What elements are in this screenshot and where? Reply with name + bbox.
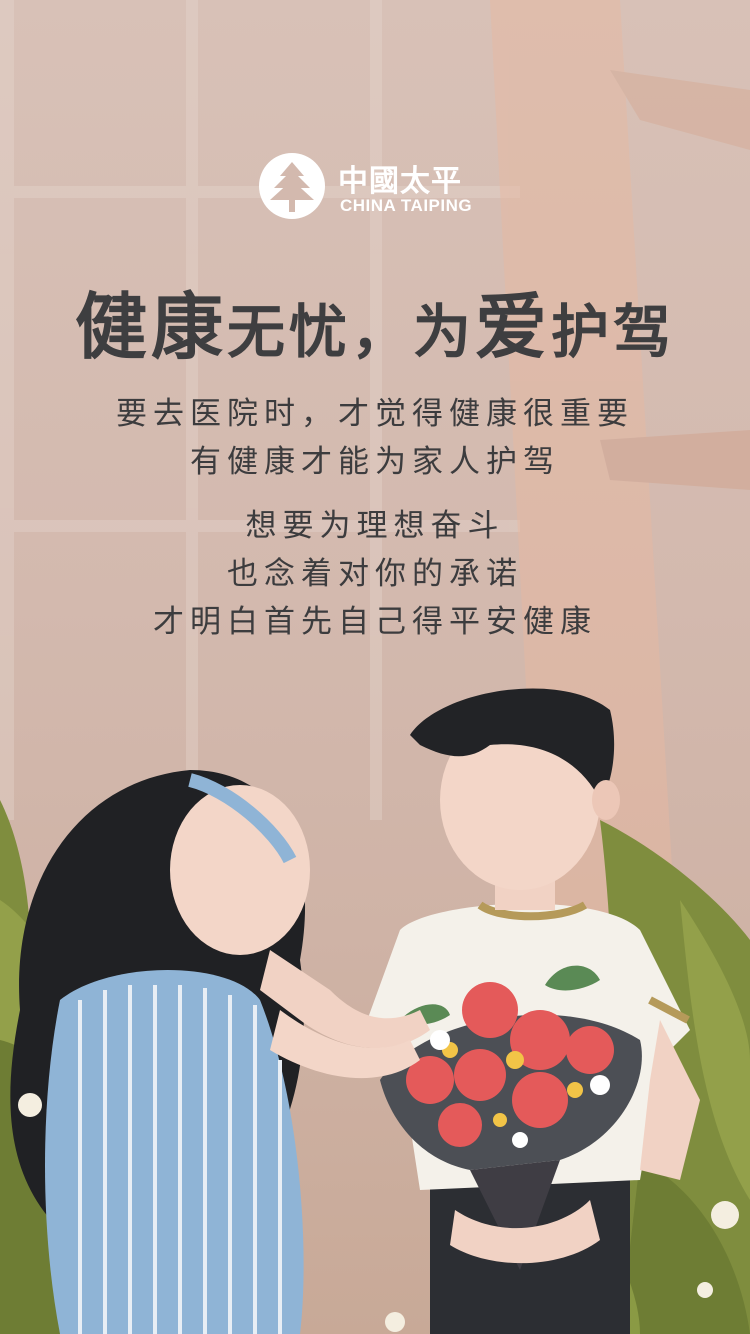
logo-text-cn: 中國太平 bbox=[338, 164, 462, 199]
logo-text-en: CHINA TAIPING bbox=[340, 196, 473, 215]
pine-tree-icon bbox=[259, 153, 325, 219]
flower-bouquet bbox=[380, 965, 642, 1270]
headline-part-2: 康 bbox=[150, 284, 227, 369]
headline-part-5: 护驾 bbox=[551, 298, 676, 366]
copy-line-3: 想要为理想奋斗 bbox=[245, 508, 505, 544]
headline-part-1: 健 bbox=[74, 284, 151, 369]
copy-line-1: 要去医院时，才觉得健康很重要 bbox=[116, 396, 634, 432]
window-frame bbox=[0, 0, 520, 820]
headline-part-4: 爱 bbox=[475, 284, 552, 369]
copy-line-5: 才明白首先自己得平安健康 bbox=[153, 604, 597, 640]
decor-white-flowers bbox=[18, 1093, 739, 1332]
girl bbox=[10, 770, 430, 1334]
headline-part-3: 无忧，为 bbox=[226, 298, 475, 366]
headline: 健康无忧，为爱护驾 bbox=[0, 268, 750, 373]
copy-line-2: 有健康才能为家人护驾 bbox=[190, 444, 560, 480]
china-taiping-logo: 中國太平 CHINA TAIPING bbox=[258, 152, 494, 222]
copy-line-4: 也念着对你的承诺 bbox=[227, 556, 523, 592]
